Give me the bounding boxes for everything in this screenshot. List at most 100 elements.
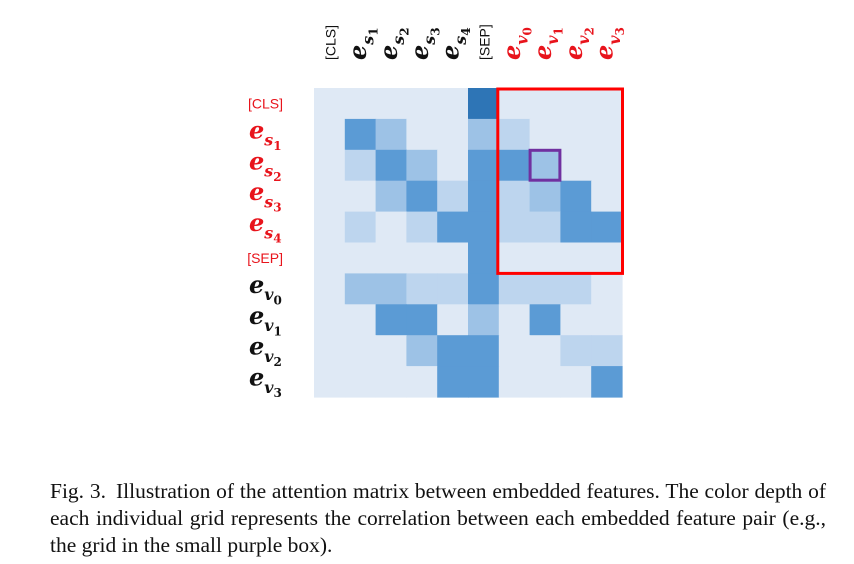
matrix-cell-r4-c5 <box>468 211 500 244</box>
matrix-cell-r5-c3 <box>406 242 438 274</box>
figure-label: Fig. 3. <box>50 479 106 503</box>
matrix-cell-r3-c4 <box>437 180 469 213</box>
matrix-cell-r6-c9 <box>591 273 623 305</box>
matrix-cell-r2-c4 <box>437 149 469 182</box>
column-label-8: ev2 <box>559 27 597 60</box>
matrix-cell-r2-c9 <box>591 149 623 182</box>
matrix-cell-r4-c7 <box>529 211 561 244</box>
matrix-cell-r1-c3 <box>406 118 438 151</box>
matrix-cell-r4-c9 <box>591 211 623 244</box>
matrix-cell-r0-c3 <box>406 88 438 120</box>
matrix-cell-r4-c4 <box>437 211 469 244</box>
matrix-cell-r7-c5 <box>468 304 500 336</box>
matrix-cell-r3-c6 <box>498 180 531 213</box>
matrix-cell-r9-c2 <box>375 366 407 398</box>
matrix-cell-r7-c0 <box>314 304 346 336</box>
matrix-cell-r1-c6 <box>498 118 531 151</box>
matrix-cell-r7-c2 <box>375 304 407 336</box>
matrix-cell-r2-c0 <box>314 149 346 182</box>
matrix-cell-r7-c9 <box>591 304 623 336</box>
row-label-1: es1 <box>249 115 282 153</box>
matrix-cell-r1-c1 <box>344 118 377 151</box>
matrix-cell-r9-c4 <box>437 366 469 398</box>
matrix-cell-r2-c1 <box>344 149 377 182</box>
row-label-3: es3 <box>249 177 282 215</box>
matrix-cell-r4-c6 <box>498 211 531 244</box>
matrix-cell-r2-c7 <box>529 149 561 182</box>
matrix-cell-r6-c6 <box>498 273 531 305</box>
matrix-cell-r7-c8 <box>560 304 592 336</box>
row-label-6: ev0 <box>249 270 282 308</box>
matrix-cell-r9-c1 <box>344 366 377 398</box>
row-label-2: es2 <box>249 146 282 184</box>
matrix-cell-r2-c6 <box>498 149 531 182</box>
matrix-cell-r9-c9 <box>591 366 623 398</box>
matrix-cell-r8-c0 <box>314 335 346 367</box>
matrix-cell-r3-c9 <box>591 180 623 213</box>
matrix-cell-r0-c9 <box>591 88 623 120</box>
matrix-cell-r6-c8 <box>560 273 592 305</box>
matrix-cell-r1-c0 <box>314 118 346 151</box>
matrix-cell-r8-c5 <box>468 335 500 367</box>
matrix-cell-r0-c1 <box>344 88 377 120</box>
matrix-cell-r4-c0 <box>314 211 346 244</box>
matrix-cell-r3-c0 <box>314 180 346 213</box>
matrix-cell-r8-c1 <box>344 335 377 367</box>
matrix-cell-r9-c0 <box>314 366 346 398</box>
column-label-1: es1 <box>343 27 381 60</box>
matrix-cell-r5-c1 <box>344 242 377 274</box>
matrix-cell-r2-c5 <box>468 149 500 182</box>
matrix-cell-r7-c3 <box>406 304 438 336</box>
matrix-cell-r2-c2 <box>375 149 407 182</box>
matrix-cell-r4-c8 <box>560 211 592 244</box>
matrix-cell-r1-c5 <box>468 118 500 151</box>
row-label-8: ev2 <box>249 332 282 370</box>
matrix-cell-r3-c7 <box>529 180 561 213</box>
matrix-cell-r1-c8 <box>560 118 592 151</box>
matrix-cell-r0-c0 <box>314 88 346 120</box>
matrix-cell-r1-c9 <box>591 118 623 151</box>
matrix-cell-r8-c6 <box>498 335 531 367</box>
matrix-cell-r8-c3 <box>406 335 438 367</box>
matrix-cell-r5-c4 <box>437 242 469 274</box>
red-highlight-box <box>496 87 624 275</box>
matrix-cell-r6-c0 <box>314 273 346 305</box>
matrix-cell-r5-c2 <box>375 242 407 274</box>
matrix-cell-r3-c3 <box>406 180 438 213</box>
matrix-cell-r8-c9 <box>591 335 623 367</box>
matrix-cell-r7-c4 <box>437 304 469 336</box>
row-label-9: ev3 <box>249 363 282 401</box>
attention-matrix-figure: [CLS] es1 es2 es3 es4 [SEP] ev0 ev1 ev2 ev3 [CLS]… <box>247 24 627 400</box>
matrix-cell-r9-c7 <box>529 366 561 398</box>
matrix-cell-r8-c4 <box>437 335 469 367</box>
row-label-5: [SEP] <box>247 250 283 266</box>
matrix-cell-r0-c2 <box>375 88 407 120</box>
matrix-cell-r7-c1 <box>344 304 377 336</box>
matrix-cell-r6-c7 <box>529 273 561 305</box>
matrix-cell-r5-c9 <box>591 242 623 274</box>
matrix-cell-r7-c6 <box>498 304 531 336</box>
matrix-cell-r0-c5 <box>468 88 500 120</box>
column-label-2: es2 <box>374 27 412 60</box>
matrix-cell-r3-c1 <box>344 180 377 213</box>
matrix-cell-r5-c7 <box>529 242 561 274</box>
matrix-cell-r3-c8 <box>560 180 592 213</box>
matrix-cell-r1-c7 <box>529 118 561 151</box>
matrix-cell-r6-c3 <box>406 273 438 305</box>
matrix-cell-r0-c6 <box>498 88 531 120</box>
matrix-cell-r8-c8 <box>560 335 592 367</box>
column-label-6: ev0 <box>497 27 535 60</box>
matrix-cell-r8-c2 <box>375 335 407 367</box>
column-label-4: es4 <box>436 27 474 60</box>
row-label-4: es4 <box>249 208 282 246</box>
matrix-cell-r2-c3 <box>406 149 438 182</box>
matrix-cell-r3-c5 <box>468 180 500 213</box>
matrix-cell-r5-c0 <box>314 242 346 274</box>
column-label-9: ev3 <box>590 27 628 60</box>
column-label-3: es3 <box>405 27 443 60</box>
matrix-cell-r9-c3 <box>406 366 438 398</box>
column-label-7: ev1 <box>528 27 566 60</box>
figure-caption: Fig. 3. Illustration of the attention mat… <box>50 478 826 559</box>
